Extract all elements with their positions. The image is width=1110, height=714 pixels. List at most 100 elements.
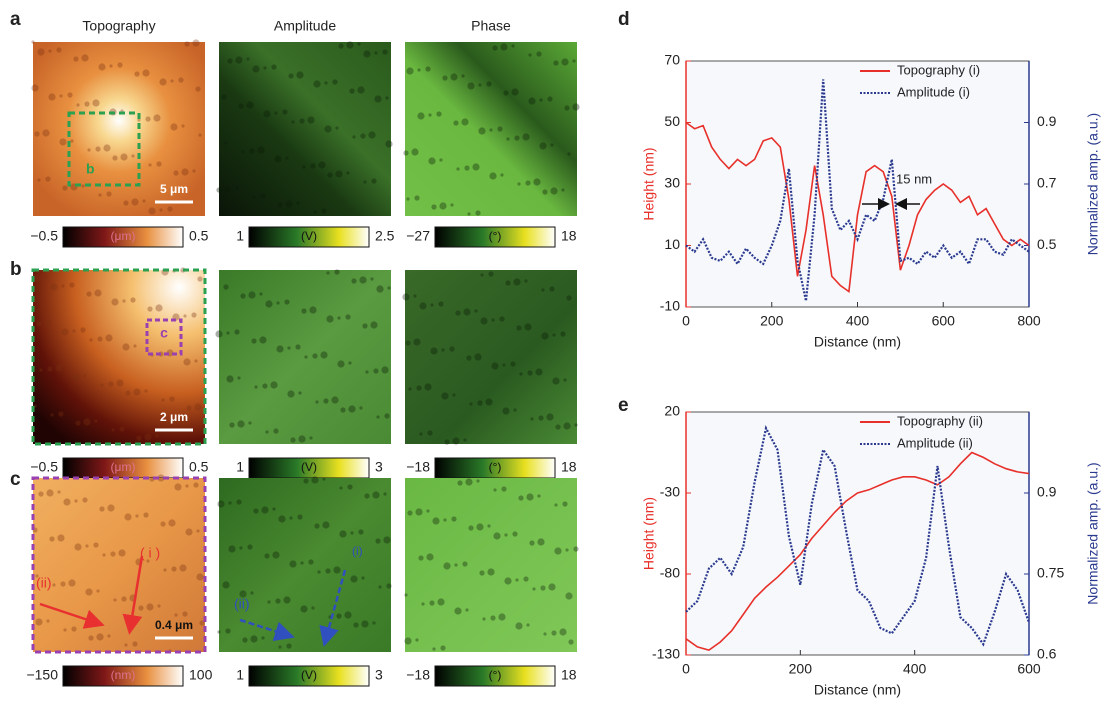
texture — [385, 140, 393, 148]
texture — [478, 127, 486, 135]
texture — [235, 56, 243, 64]
texture — [547, 96, 553, 102]
texture — [225, 628, 231, 634]
texture — [479, 570, 485, 576]
texture — [480, 273, 484, 277]
texture — [526, 493, 534, 501]
panel-label: e — [618, 395, 629, 416]
texture — [498, 613, 506, 621]
texture — [169, 396, 175, 402]
texture — [98, 63, 106, 71]
texture — [186, 405, 192, 411]
y-tick-label: -30 — [660, 484, 680, 500]
column-title: Topography — [82, 18, 155, 34]
panel-label: d — [618, 9, 630, 30]
texture — [221, 94, 227, 100]
texture — [74, 543, 82, 551]
texture — [42, 129, 50, 137]
texture — [372, 491, 380, 499]
texture — [326, 271, 330, 275]
texture — [472, 163, 480, 171]
texture — [62, 185, 68, 191]
x-tick-label: 800 — [1017, 313, 1041, 329]
x-tick-label: 0 — [682, 313, 690, 329]
texture — [476, 479, 480, 483]
texture — [345, 314, 351, 320]
texture — [567, 152, 571, 156]
texture — [301, 308, 307, 314]
texture — [413, 338, 421, 346]
texture — [44, 319, 52, 327]
texture — [183, 358, 191, 366]
texture — [50, 283, 58, 291]
texture — [83, 374, 87, 378]
texture — [146, 603, 154, 611]
texture — [493, 532, 501, 540]
texture — [350, 575, 358, 583]
texture — [381, 366, 389, 374]
afm-image — [219, 478, 391, 652]
texture — [514, 135, 520, 141]
texture — [452, 393, 456, 397]
texture — [80, 327, 86, 333]
texture — [113, 598, 117, 602]
texture — [46, 489, 54, 497]
texture — [112, 155, 118, 161]
texture — [217, 630, 221, 634]
texture — [551, 630, 557, 636]
texture — [348, 361, 352, 365]
texture — [56, 47, 62, 53]
texture — [309, 306, 317, 314]
texture — [465, 608, 469, 612]
texture — [228, 501, 232, 505]
plot-area — [685, 411, 1030, 656]
texture — [408, 387, 412, 391]
y-axis-label: Height (nm) — [641, 147, 657, 220]
texture — [116, 379, 124, 387]
texture — [335, 126, 339, 130]
texture — [337, 316, 341, 320]
texture — [491, 362, 499, 370]
texture — [178, 77, 184, 83]
texture — [251, 338, 257, 344]
texture — [272, 551, 280, 559]
texture — [70, 139, 74, 143]
texture — [425, 66, 431, 72]
texture — [491, 318, 495, 322]
y2-tick-label: 0.5 — [1037, 236, 1057, 252]
texture — [119, 426, 125, 432]
texture — [361, 620, 369, 628]
texture — [452, 437, 460, 445]
texture — [524, 323, 532, 331]
texture — [438, 301, 444, 307]
texture — [535, 368, 543, 376]
texture — [454, 563, 458, 567]
texture — [431, 204, 437, 210]
texture — [563, 422, 571, 430]
texture — [87, 148, 91, 152]
texture — [57, 490, 61, 494]
texture — [357, 86, 365, 94]
texture — [363, 180, 367, 184]
texture — [289, 516, 293, 520]
texture — [31, 40, 35, 44]
texture — [474, 353, 482, 361]
texture — [34, 131, 40, 137]
texture — [512, 531, 518, 537]
texture — [229, 422, 235, 428]
texture — [430, 347, 438, 355]
texture — [476, 523, 484, 531]
texture — [346, 41, 354, 49]
texture — [561, 188, 565, 192]
texture — [48, 93, 56, 101]
texture — [325, 568, 331, 574]
profile-label: (ii) — [36, 575, 52, 591]
legend-label: Amplitude (i) — [897, 84, 970, 99]
texture — [61, 328, 69, 336]
texture — [249, 148, 255, 154]
texture — [441, 348, 445, 352]
texture — [464, 165, 470, 171]
texture — [122, 343, 130, 351]
texture — [193, 482, 199, 488]
texture — [428, 157, 436, 165]
